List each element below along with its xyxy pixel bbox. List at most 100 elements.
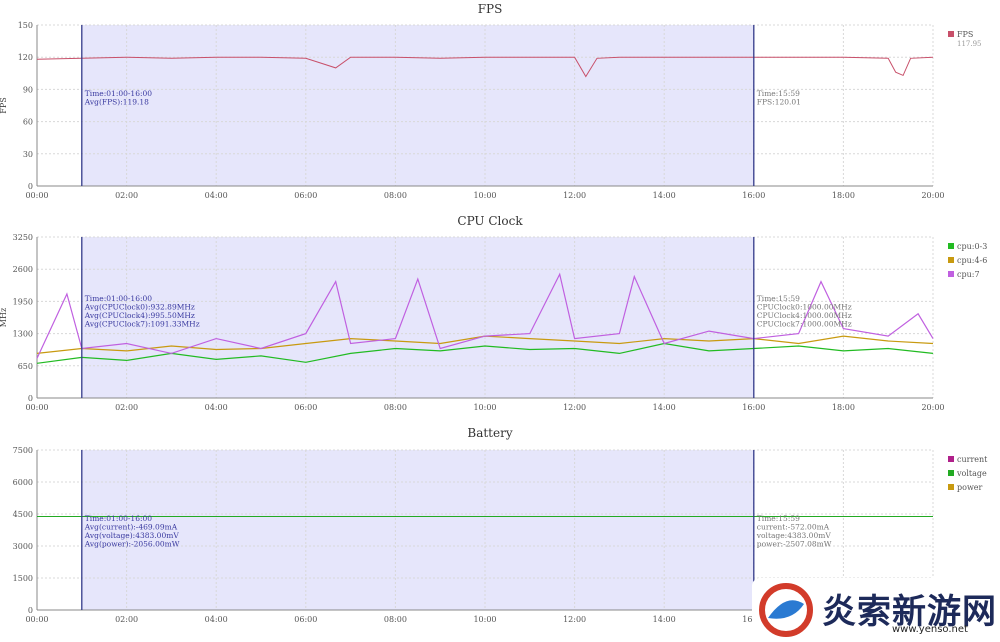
selection-region [81,450,754,610]
y-tick-label: 0 [28,182,33,191]
annotation-right: CPUClock0:1000.00MHz [757,303,852,312]
x-tick-label: 20:00 [921,403,944,412]
annotation-left: Time:01:00-16:00 [85,294,152,303]
y-tick-label: 1300 [13,330,33,339]
x-tick-label: 06:00 [294,191,317,200]
annotation-left: Avg(power):-2056.00mW [84,540,180,549]
legend-swatch [948,271,954,277]
watermark-logo-icon [759,583,813,637]
x-tick-label: 12:00 [563,191,586,200]
legend-swatch [948,257,954,263]
y-tick-label: 0 [28,606,33,615]
annotation-right: Time:15:59 [757,294,800,303]
annotation-right: FPS:120.01 [757,98,801,107]
y-tick-label: 650 [18,362,33,371]
x-tick-label: 02:00 [115,191,138,200]
watermark-url: www.yenso.net [892,624,968,635]
annotation-left: Avg(current):-469.09mA [84,523,178,532]
y-tick-label: 0 [28,394,33,403]
chart-title: FPS [478,2,503,16]
legend-label: cpu:7 [957,270,980,279]
legend-label: power [957,483,983,492]
annotation-left: Avg(CPUClock7):1091.33MHz [84,320,200,329]
annotation-left: Avg(voltage):4383.00mV [84,531,180,540]
y-tick-label: 7500 [13,446,33,455]
y-tick-label: 30 [23,150,33,159]
x-tick-label: 14:00 [653,403,676,412]
x-tick-label: 08:00 [384,615,407,624]
x-tick-label: 02:00 [115,615,138,624]
series-line-cpu-7 [36,272,934,359]
legend-swatch [948,31,954,37]
annotation-left: Time:01:00-16:00 [85,89,152,98]
y-tick-label: 2600 [13,265,33,274]
x-tick-label: 16:00 [742,191,765,200]
selection-region [81,237,754,398]
y-tick-label: 90 [23,85,33,94]
legend-label: voltage [956,469,987,478]
x-tick-label: 12:00 [563,615,586,624]
annotation-right: CPUClock7:1000.00MHz [757,320,852,329]
watermark-text: 炎索新游网 [822,592,997,632]
x-tick-label: 10:00 [473,615,496,624]
x-tick-label: 08:00 [384,403,407,412]
series-line-cpu-0-3 [36,342,934,364]
legend-label: FPS [957,30,973,39]
x-tick-label: 02:00 [115,403,138,412]
chart-panel-1: FPS 0 30 60 90 120 150 00:00 02:00 04:00 06:00 08:0… [0,2,982,200]
x-tick-label: 10:00 [473,403,496,412]
y-tick-label: 60 [23,118,33,127]
legend-label: cpu:0-3 [957,242,987,251]
x-tick-label: 14:00 [653,191,676,200]
watermark: 炎索新游网 www.yenso.net [752,578,1000,642]
chart-title: Battery [467,426,512,440]
series-line-fps [36,56,934,78]
legend-swatch [948,456,954,462]
annotation-right: Time:15:59 [757,89,800,98]
y-tick-label: 120 [18,53,33,62]
y-tick-label: 1500 [13,574,33,583]
legend-label: current [957,455,988,464]
annotation-left: Avg(CPUClock4):995.50MHz [84,311,195,320]
x-tick-label: 14:00 [653,615,676,624]
annotation-right: Time:15:59 [757,514,800,523]
x-tick-label: 16:00 [742,403,765,412]
y-tick-label: 150 [18,21,33,30]
annotation-right: CPUClock4:1000.00MHz [757,311,852,320]
chart-panel-3: Battery 0 1500 3000 4500 6000 7500 00:00 02:00 04… [13,426,989,624]
x-tick-label: 18:00 [832,191,855,200]
y-tick-label: 3250 [13,233,33,242]
x-tick-label: 20:00 [921,191,944,200]
x-tick-label: 12:00 [563,403,586,412]
x-tick-label: 00:00 [25,403,48,412]
x-tick-label: 06:00 [294,403,317,412]
chart-title: CPU Clock [457,214,523,228]
x-tick-label: 10:00 [473,191,496,200]
annotation-right: power:-2507.08mW [757,540,832,549]
y-axis-label: FPS [0,97,8,113]
x-tick-label: 04:00 [205,191,228,200]
selection-region [81,25,754,186]
chart-panel-2: CPU Clock 0 650 1300 1950 2600 3250 00:00 02:00 0… [0,214,987,412]
annotation-left: Avg(FPS):119.18 [84,98,149,107]
legend-swatch [948,484,954,490]
y-tick-label: 4500 [13,510,33,519]
x-tick-label: 04:00 [205,403,228,412]
annotation-right: current:-572.00mA [757,523,830,532]
legend-sublabel: 117.95 [957,40,982,48]
x-tick-label: 18:00 [832,403,855,412]
x-tick-label: 06:00 [294,615,317,624]
y-tick-label: 1950 [13,297,33,306]
y-tick-label: 6000 [13,478,33,487]
x-tick-label: 04:00 [205,615,228,624]
y-axis-label: MHz [0,308,8,327]
annotation-right: voltage:4383.00mV [756,531,832,540]
legend-label: cpu:4-6 [957,256,987,265]
annotation-left: Time:01:00-16:00 [85,514,152,523]
legend-swatch [948,470,954,476]
x-tick-label: 00:00 [25,191,48,200]
x-tick-label: 08:00 [384,191,407,200]
x-tick-label: 00:00 [25,615,48,624]
legend-swatch [948,243,954,249]
